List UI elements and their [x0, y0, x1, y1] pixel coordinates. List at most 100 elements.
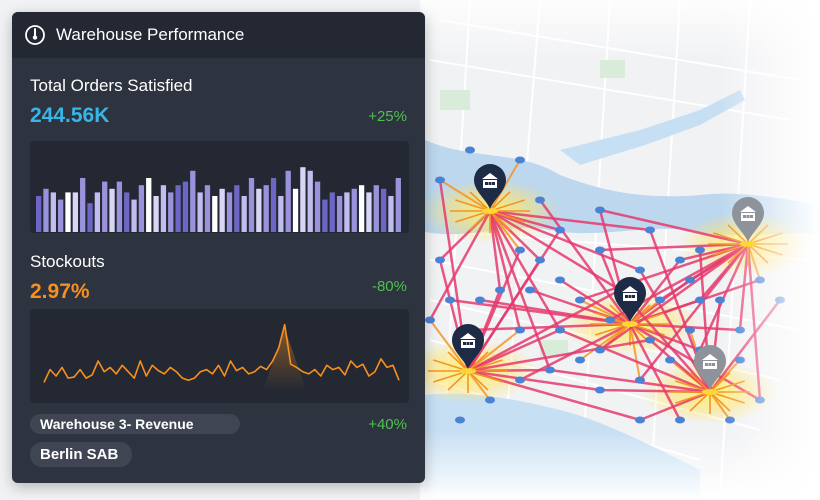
warehouse-marker-icon[interactable]	[474, 164, 506, 214]
bar	[380, 188, 387, 232]
delivery-point[interactable]	[595, 206, 605, 214]
delivery-point[interactable]	[475, 296, 485, 304]
delivery-point[interactable]	[665, 356, 675, 364]
delivery-point[interactable]	[525, 286, 535, 294]
delivery-point[interactable]	[595, 346, 605, 354]
delivery-point[interactable]	[455, 416, 465, 424]
route-line	[467, 288, 621, 373]
route-line	[559, 328, 711, 394]
bar	[285, 170, 291, 232]
delivery-point[interactable]	[685, 276, 695, 284]
route-line	[488, 210, 522, 331]
delivery-point[interactable]	[635, 266, 645, 274]
stockouts-line-chart	[43, 323, 400, 391]
stockouts-value: 2.97%	[30, 280, 90, 303]
delivery-point[interactable]	[685, 326, 695, 334]
map-fade-bottom	[420, 430, 820, 500]
delivery-point[interactable]	[515, 376, 525, 384]
delivery-point[interactable]	[635, 416, 645, 424]
bar	[168, 192, 174, 232]
route-line	[466, 259, 542, 372]
bar	[58, 199, 64, 232]
bar	[373, 185, 379, 232]
bar	[102, 181, 108, 232]
warehouse-marker-icon[interactable]	[694, 345, 726, 395]
route-line	[639, 390, 711, 422]
delivery-point[interactable]	[515, 326, 525, 334]
delivery-point[interactable]	[515, 246, 525, 254]
delivery-point[interactable]	[535, 256, 545, 264]
route-line	[428, 210, 492, 321]
delivery-point[interactable]	[535, 196, 545, 204]
bar	[351, 188, 357, 232]
delivery-point[interactable]	[435, 256, 445, 264]
warehouse-marker-icon[interactable]	[614, 277, 646, 327]
bar	[160, 185, 167, 232]
delivery-point[interactable]	[595, 246, 605, 254]
delivery-point[interactable]	[695, 296, 705, 304]
bar	[36, 196, 42, 232]
delivery-point[interactable]	[605, 316, 615, 324]
bar	[248, 178, 255, 232]
route-line-short	[467, 351, 489, 372]
delivery-point[interactable]	[575, 296, 585, 304]
warehouse-marker-icon[interactable]	[452, 324, 484, 374]
bar	[50, 192, 56, 232]
bar	[204, 185, 211, 232]
delivery-point[interactable]	[675, 256, 685, 264]
delivery-point[interactable]	[515, 156, 525, 164]
map-fade-top	[420, 0, 820, 60]
route-line	[489, 210, 521, 251]
line-peak-glow	[262, 328, 307, 391]
delivery-point[interactable]	[425, 316, 435, 324]
delivery-point[interactable]	[545, 366, 555, 374]
bar	[138, 185, 145, 232]
bar	[234, 185, 240, 232]
bar	[146, 178, 152, 232]
delivery-point[interactable]	[445, 296, 455, 304]
route-line-short	[447, 351, 469, 372]
delivery-point[interactable]	[675, 416, 685, 424]
delivery-point[interactable]	[645, 226, 655, 234]
delivery-point[interactable]	[575, 356, 585, 364]
orders-value: 244.56K	[30, 104, 110, 127]
stockouts-line	[43, 323, 400, 383]
bar	[116, 181, 123, 232]
delivery-point[interactable]	[595, 386, 605, 394]
delivery-point[interactable]	[645, 336, 655, 344]
bar	[292, 188, 299, 232]
delivery-point[interactable]	[695, 246, 705, 254]
delivery-point[interactable]	[555, 326, 565, 334]
bar	[241, 196, 247, 232]
warehouse-marker-icon[interactable]	[732, 197, 764, 247]
route-line	[489, 209, 641, 272]
revenue-label-text: Warehouse 3- Revenue	[40, 416, 194, 432]
route-line-short	[689, 391, 711, 412]
delivery-point[interactable]	[495, 286, 505, 294]
bar	[226, 192, 233, 232]
revenue-change: +40%	[368, 416, 407, 433]
bar	[219, 188, 225, 232]
delivery-point[interactable]	[465, 146, 475, 154]
bar	[175, 185, 181, 232]
delivery-point[interactable]	[555, 276, 565, 284]
orders-bar-chart	[36, 167, 401, 232]
orders-change: +25%	[368, 108, 407, 125]
bar	[124, 192, 130, 232]
delivery-point[interactable]	[555, 226, 565, 234]
route-line	[467, 329, 521, 372]
delivery-point[interactable]	[435, 176, 445, 184]
bar	[94, 192, 101, 232]
bar	[109, 188, 115, 232]
bar	[270, 178, 277, 232]
delivery-point[interactable]	[635, 376, 645, 384]
location-pill[interactable]: Berlin SAB	[30, 442, 132, 467]
delivery-point[interactable]	[485, 396, 495, 404]
bar	[212, 196, 218, 232]
delivery-point[interactable]	[655, 296, 665, 304]
bar	[322, 199, 328, 232]
route-line	[467, 370, 491, 401]
route-line	[488, 210, 502, 291]
route-line	[467, 338, 651, 373]
bar	[80, 178, 86, 232]
